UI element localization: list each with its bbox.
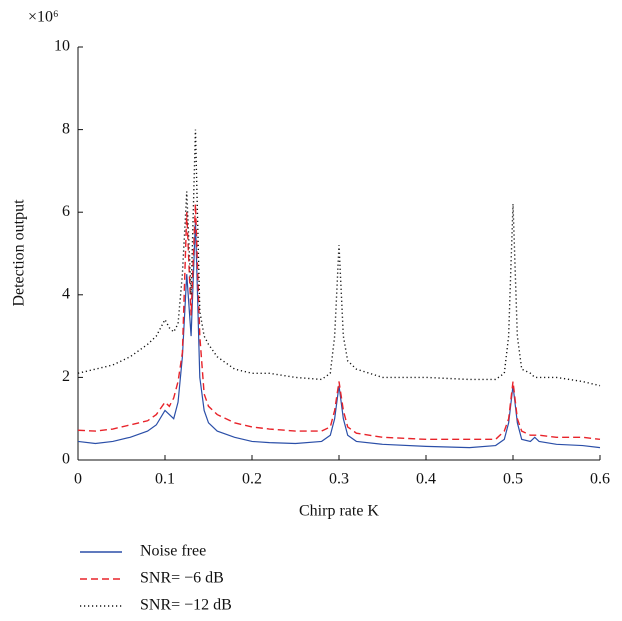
x-tick-label: 0.1 <box>155 471 175 488</box>
legend-label: SNR= −6 dB <box>140 570 224 587</box>
x-tick-label: 0.2 <box>242 471 262 488</box>
series-line <box>77 129 601 387</box>
y-tick-label: 0 <box>62 451 70 468</box>
series-line <box>77 203 601 441</box>
y-axis-label: Detection output <box>11 199 28 307</box>
x-tick-label: 0.5 <box>503 471 523 488</box>
legend-label: Noise free <box>140 543 206 560</box>
x-tick-label: 0.6 <box>590 471 610 488</box>
x-tick-label: 0.4 <box>416 471 436 488</box>
x-axis-label: Chirp rate K <box>299 503 379 520</box>
legend-label: SNR= −12 dB <box>140 597 232 614</box>
y-tick-label: 10 <box>54 38 70 55</box>
x-tick-label: 0.3 <box>329 471 349 488</box>
y-tick-label: 4 <box>62 285 70 302</box>
series-line <box>77 220 601 449</box>
x-tick-label: 0 <box>74 471 82 488</box>
y-tick-label: 2 <box>62 368 70 385</box>
y-scale-label: ×10⁶ <box>28 9 59 26</box>
y-tick-label: 8 <box>62 120 70 137</box>
y-tick-label: 6 <box>62 203 70 220</box>
